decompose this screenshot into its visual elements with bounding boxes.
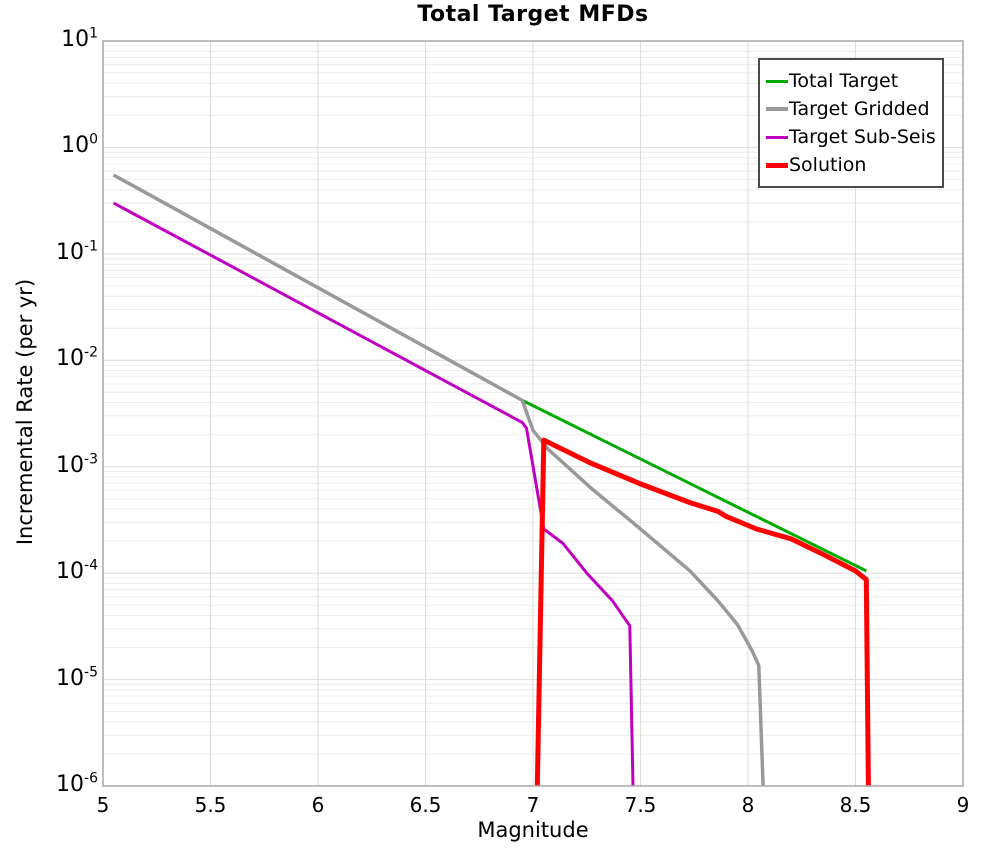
y-tick-10e1: 101 — [61, 25, 98, 52]
legend-label-solution: Solution — [789, 154, 867, 176]
series-total-target-line — [112, 173, 867, 573]
x-tick-9: 9 — [956, 793, 970, 817]
y-tick-10e-1: 10-1 — [56, 238, 98, 265]
plot-border — [102, 40, 964, 787]
y-tick-10e-3: 10-3 — [56, 451, 98, 478]
legend-label-target-sub-seis: Target Sub-Seis — [789, 126, 936, 148]
series-target-sub-seis-line — [112, 201, 635, 786]
series-target-gridded-line — [112, 173, 765, 786]
x-axis-label: Magnitude — [477, 818, 589, 842]
y-tick-10e-5: 10-5 — [56, 664, 98, 691]
y-axis-label: Incremental Rate (per yr) — [13, 278, 37, 546]
x-tick-8.5: 8.5 — [839, 793, 872, 817]
y-tick-10e-4: 10-4 — [56, 557, 98, 585]
series-solution-line — [534, 437, 871, 786]
x-tick-6: 6 — [311, 793, 325, 817]
y-tick-10e0: 100 — [61, 132, 98, 159]
y-tick-10e-6: 10-6 — [56, 770, 98, 797]
total-target-line-swatch-icon — [766, 79, 788, 83]
chart-title: Total Target MFDs — [417, 2, 649, 27]
x-tick-6.5: 6.5 — [409, 793, 442, 817]
x-tick-5: 5 — [96, 793, 110, 817]
legend-label-target-gridded: Target Gridded — [789, 98, 930, 120]
legend-entry-target-gridded: Target Gridded — [766, 95, 940, 123]
legend-entry-total-target: Total Target — [766, 67, 940, 95]
solution-line-swatch-icon — [766, 162, 788, 168]
series-lines — [112, 173, 871, 786]
x-tick-8: 8 — [741, 793, 755, 817]
x-tick-5.5: 5.5 — [194, 793, 227, 817]
legend-entry-solution: Solution — [766, 151, 940, 179]
legend-label-total-target: Total Target — [789, 70, 899, 92]
x-tick-7: 7 — [526, 793, 540, 817]
legend-entry-target-sub-seis: Target Sub-Seis — [766, 123, 940, 151]
x-tick-7.5: 7.5 — [624, 793, 657, 817]
target-sub-seis-line-swatch-icon — [766, 135, 788, 139]
legend: Total Target Target Gridded Target Sub-Sei… — [758, 58, 944, 188]
target-gridded-line-swatch-icon — [766, 107, 788, 111]
y-tick-10e-2: 10-2 — [56, 344, 98, 372]
